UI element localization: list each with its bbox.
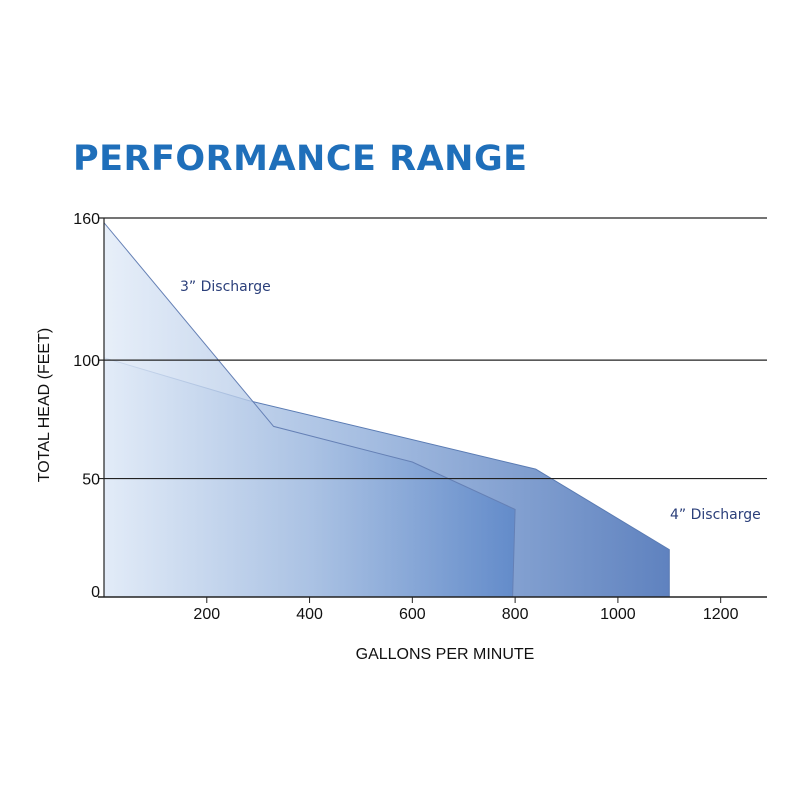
series-label-3in: 3” Discharge	[180, 279, 271, 295]
y-tick-label: 0	[91, 584, 100, 601]
gridlines	[98, 217, 767, 598]
y-axis-label: TOTAL HEAD (FEET)	[36, 328, 53, 482]
x-tick-label: 400	[296, 606, 323, 623]
x-tick-label: 600	[399, 606, 426, 623]
area-3in-discharge	[103, 221, 516, 598]
x-tick-labels: 200 400 600 800 1000 1200	[193, 597, 739, 623]
x-tick-label: 1200	[703, 606, 739, 623]
chart-title: PERFORMANCE RANGE	[73, 139, 528, 179]
x-tick-label: 1000	[600, 606, 636, 623]
x-tick-label: 800	[502, 606, 529, 623]
y-tick-label: 50	[82, 472, 100, 489]
y-tick-label: 100	[73, 353, 100, 370]
y-tick-labels: 0 50 100 160	[73, 211, 100, 601]
y-tick-label: 160	[73, 211, 100, 228]
series-label-4in: 4” Discharge	[670, 507, 761, 523]
x-tick-label: 200	[193, 606, 220, 623]
x-axis-label: GALLONS PER MINUTE	[356, 646, 535, 663]
